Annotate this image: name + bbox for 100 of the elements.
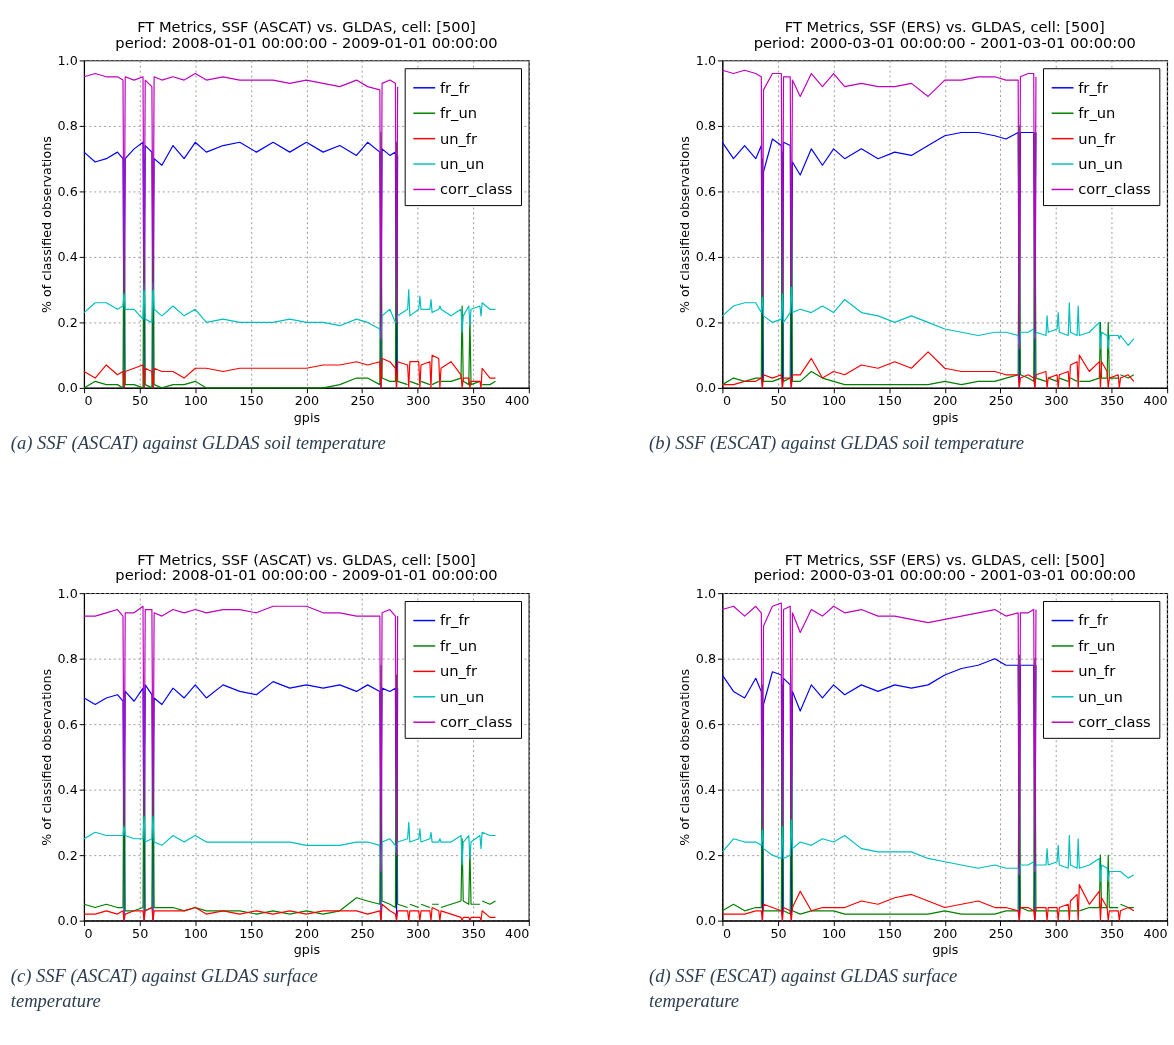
legend-label: corr_class <box>1078 713 1151 731</box>
x-tick-label: 150 <box>877 925 902 941</box>
x-tick-label: 200 <box>294 393 320 409</box>
legend-label: fr_un <box>439 104 477 122</box>
legend-label: fr_fr <box>1078 611 1109 629</box>
y-tick-label: 0.4 <box>695 249 717 265</box>
x-tick-label: 200 <box>294 925 320 941</box>
y-tick-label: 0.6 <box>57 716 78 732</box>
y-tick-label: 0.4 <box>57 249 78 265</box>
y-tick-label: 0.6 <box>57 183 78 199</box>
x-axis-title: gpis <box>932 942 959 958</box>
y-tick-label: 0.0 <box>57 380 78 396</box>
x-tick-label: 0 <box>84 393 93 409</box>
chart-title: FT Metrics, SSF (ERS) vs. GLDAS, cell: [500] <box>784 550 1105 568</box>
y-axis-title: % of classified observations <box>38 668 54 846</box>
y-tick-label: 1.0 <box>695 52 717 68</box>
y-tick-label: 0.4 <box>695 782 717 798</box>
legend-label: fr_fr <box>1078 78 1109 96</box>
x-tick-label: 200 <box>933 925 958 941</box>
x-tick-label: 0 <box>722 925 731 941</box>
x-tick-label: 400 <box>1143 393 1168 409</box>
x-tick-label: 100 <box>183 393 208 409</box>
x-tick-label: 50 <box>770 393 787 409</box>
x-tick-label: 100 <box>821 393 847 409</box>
y-tick-label: 0.0 <box>695 380 717 396</box>
x-tick-label: 50 <box>132 393 149 409</box>
x-tick-label: 350 <box>461 925 486 941</box>
x-tick-label: 300 <box>406 925 431 941</box>
chart-subtitle: period: 2000-03-01 00:00:00 - 2001-03-01 00:00:00 <box>753 566 1136 584</box>
legend-label: un_fr <box>439 129 478 147</box>
chart-title: FT Metrics, SSF (ERS) vs. GLDAS, cell: [500] <box>784 18 1105 36</box>
legend-label: un_un <box>439 687 485 705</box>
y-tick-label: 0.2 <box>57 314 78 330</box>
y-axis-title: % of classified observations <box>676 136 692 314</box>
y-tick-label: 0.4 <box>57 782 78 798</box>
x-tick-label: 250 <box>350 393 375 409</box>
x-tick-label: 250 <box>350 925 375 941</box>
chart-title: FT Metrics, SSF (ASCAT) vs. GLDAS, cell: [500] <box>137 550 476 568</box>
legend-label: un_fr <box>1078 662 1117 680</box>
legend-label: corr_class <box>439 180 513 198</box>
x-tick-label: 400 <box>1143 925 1168 941</box>
x-tick-label: 50 <box>132 925 149 941</box>
legend-label: un_un <box>439 154 485 172</box>
x-tick-label: 0 <box>722 393 731 409</box>
x-tick-label: 150 <box>239 925 264 941</box>
x-tick-label: 150 <box>877 393 902 409</box>
legend-label: un_un <box>1078 154 1123 172</box>
x-axis-title: gpis <box>293 942 321 958</box>
y-tick-label: 0.2 <box>695 314 717 330</box>
y-tick-label: 0.6 <box>695 183 717 199</box>
chart-subtitle: period: 2000-03-01 00:00:00 - 2001-03-01 00:00:00 <box>753 33 1136 51</box>
y-tick-label: 0.8 <box>695 118 717 134</box>
y-tick-label: 1.0 <box>695 585 717 601</box>
y-tick-label: 0.0 <box>57 913 78 929</box>
y-axis-title: % of classified observations <box>676 668 692 846</box>
legend-label: un_fr <box>1078 129 1117 147</box>
x-tick-label: 300 <box>1044 925 1069 941</box>
y-tick-label: 1.0 <box>57 585 78 601</box>
x-tick-label: 0 <box>84 925 93 941</box>
x-tick-label: 250 <box>988 925 1013 941</box>
x-tick-label: 350 <box>461 393 486 409</box>
x-tick-label: 150 <box>239 393 264 409</box>
legend-label: fr_fr <box>439 611 471 629</box>
legend-label: fr_un <box>1078 636 1116 654</box>
text: (d) SSF (ESCAT) against GLDAS surface temperature <box>649 965 958 1011</box>
text: (c) SSF (ASCAT) against GLDAS surface temperature <box>10 965 318 1011</box>
legend-label: fr_un <box>1078 104 1116 122</box>
legend-label: un_un <box>1078 687 1123 705</box>
y-axis-title: % of classified observations <box>38 136 54 314</box>
y-tick-label: 0.6 <box>695 716 717 732</box>
legend-label: fr_un <box>439 636 477 654</box>
y-tick-label: 0.8 <box>57 118 78 134</box>
y-tick-label: 0.2 <box>57 847 78 863</box>
chart-title: FT Metrics, SSF (ASCAT) vs. GLDAS, cell: [500] <box>137 18 476 36</box>
chart-subtitle: period: 2008-01-01 00:00:00 - 2009-01-01 00:00:00 <box>115 33 498 51</box>
x-tick-label: 300 <box>406 393 431 409</box>
text: (a) SSF (ASCAT) against GLDAS soil temperature <box>10 432 386 455</box>
legend-label: corr_class <box>439 713 513 731</box>
x-tick-label: 400 <box>505 925 530 941</box>
x-tick-label: 100 <box>183 925 208 941</box>
x-tick-label: 300 <box>1044 393 1069 409</box>
x-axis-title: gpis <box>293 409 321 425</box>
y-tick-label: 0.8 <box>695 651 717 667</box>
x-tick-label: 350 <box>1099 925 1125 941</box>
y-tick-label: 1.0 <box>57 52 78 68</box>
x-tick-label: 400 <box>505 393 530 409</box>
x-tick-label: 200 <box>933 393 958 409</box>
legend-label: fr_fr <box>439 78 471 96</box>
y-tick-label: 0.2 <box>695 847 717 863</box>
x-tick-label: 350 <box>1099 393 1125 409</box>
y-tick-label: 0.0 <box>695 913 717 929</box>
y-tick-label: 0.8 <box>57 651 78 667</box>
chart-subtitle: period: 2008-01-01 00:00:00 - 2009-01-01 00:00:00 <box>115 566 498 584</box>
legend-label: un_fr <box>439 662 478 680</box>
x-axis-title: gpis <box>932 409 959 425</box>
legend-label: corr_class <box>1078 180 1151 198</box>
x-tick-label: 250 <box>988 393 1013 409</box>
x-tick-label: 100 <box>821 925 847 941</box>
x-tick-label: 50 <box>770 925 787 941</box>
text: (b) SSF (ESCAT) against GLDAS soil temperature <box>649 432 1025 455</box>
